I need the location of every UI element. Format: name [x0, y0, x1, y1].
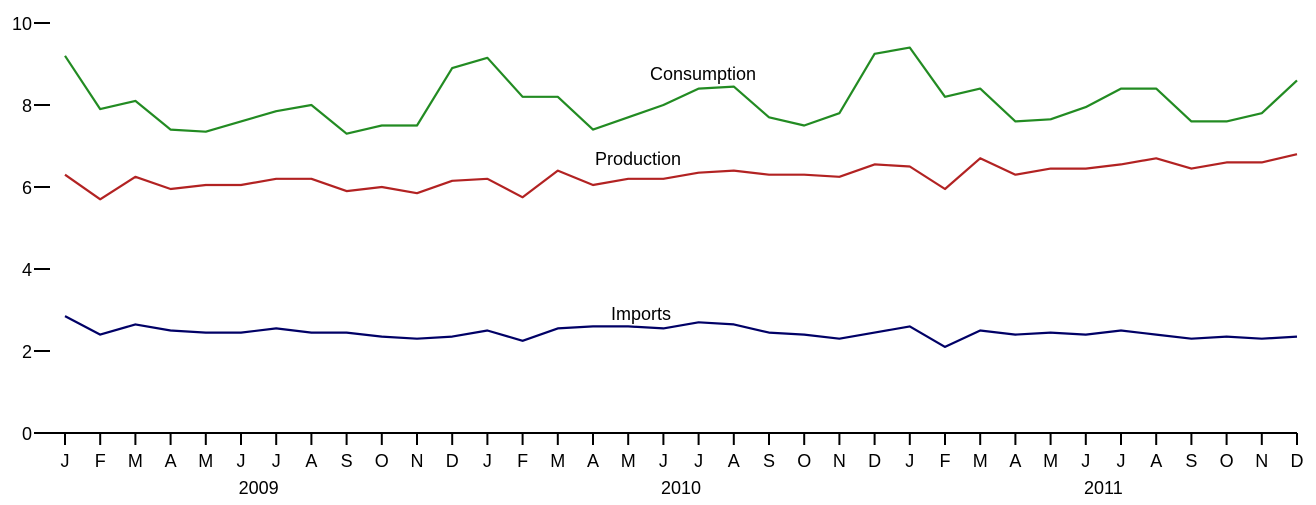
x-tick-label: A: [728, 451, 740, 471]
y-tick-label: 8: [22, 96, 32, 116]
series-label-imports: Imports: [611, 304, 671, 324]
x-tick-label: F: [940, 451, 951, 471]
series-line-imports: [64, 315, 1298, 348]
year-label: 2009: [239, 478, 279, 498]
x-tick-label: O: [375, 451, 389, 471]
x-tick-label: A: [587, 451, 599, 471]
y-tick-label: 4: [22, 260, 32, 280]
x-tick-label: J: [694, 451, 703, 471]
x-tick-label: J: [272, 451, 281, 471]
y-tick-label: 0: [22, 424, 32, 444]
series-line-consumption: [64, 46, 1298, 135]
x-tick-label: F: [517, 451, 528, 471]
y-tick-label: 2: [22, 342, 32, 362]
y-tick-label: 10: [12, 14, 32, 34]
x-tick-label: N: [833, 451, 846, 471]
x-tick-label: J: [905, 451, 914, 471]
year-label: 2011: [1084, 478, 1123, 498]
x-tick-label: A: [1009, 451, 1021, 471]
x-tick-label: J: [1117, 451, 1126, 471]
y-tick-label: 6: [22, 178, 32, 198]
x-tick-label: J: [1081, 451, 1090, 471]
x-tick-label: D: [868, 451, 881, 471]
x-tick-label: A: [1150, 451, 1162, 471]
x-tick-label: J: [483, 451, 492, 471]
x-tick-label: M: [1043, 451, 1058, 471]
x-tick-label: A: [305, 451, 317, 471]
series-label-production: Production: [595, 149, 681, 169]
x-tick-label: N: [411, 451, 424, 471]
x-tick-label: J: [659, 451, 668, 471]
series-label-consumption: Consumption: [650, 64, 756, 84]
x-tick-label: J: [61, 451, 70, 471]
x-tick-label: M: [128, 451, 143, 471]
x-tick-label: M: [621, 451, 636, 471]
x-tick-label: O: [797, 451, 811, 471]
x-tick-label: D: [446, 451, 459, 471]
x-tick-label: M: [198, 451, 213, 471]
x-axis: J F M A M J J A S O N D J F M A M J J A S O N D J F M A M J J A S O N D 2009…: [42, 432, 1304, 498]
x-tick-label: S: [1185, 451, 1197, 471]
x-tick-label: A: [165, 451, 177, 471]
x-tick-label: M: [973, 451, 988, 471]
series-labels: Consumption Production Imports: [595, 64, 756, 324]
x-tick-label: F: [95, 451, 106, 471]
year-label: 2010: [661, 478, 701, 498]
x-tick-label: N: [1255, 451, 1268, 471]
x-tick-label: M: [550, 451, 565, 471]
series-layer: [64, 46, 1298, 348]
x-tick-label: S: [341, 451, 353, 471]
y-axis: 0 2 4 6 8 10: [12, 14, 50, 444]
x-tick-label: D: [1291, 451, 1304, 471]
x-tick-label: O: [1220, 451, 1234, 471]
x-tick-label: J: [237, 451, 246, 471]
x-tick-label: S: [763, 451, 775, 471]
series-line-production: [64, 153, 1298, 201]
